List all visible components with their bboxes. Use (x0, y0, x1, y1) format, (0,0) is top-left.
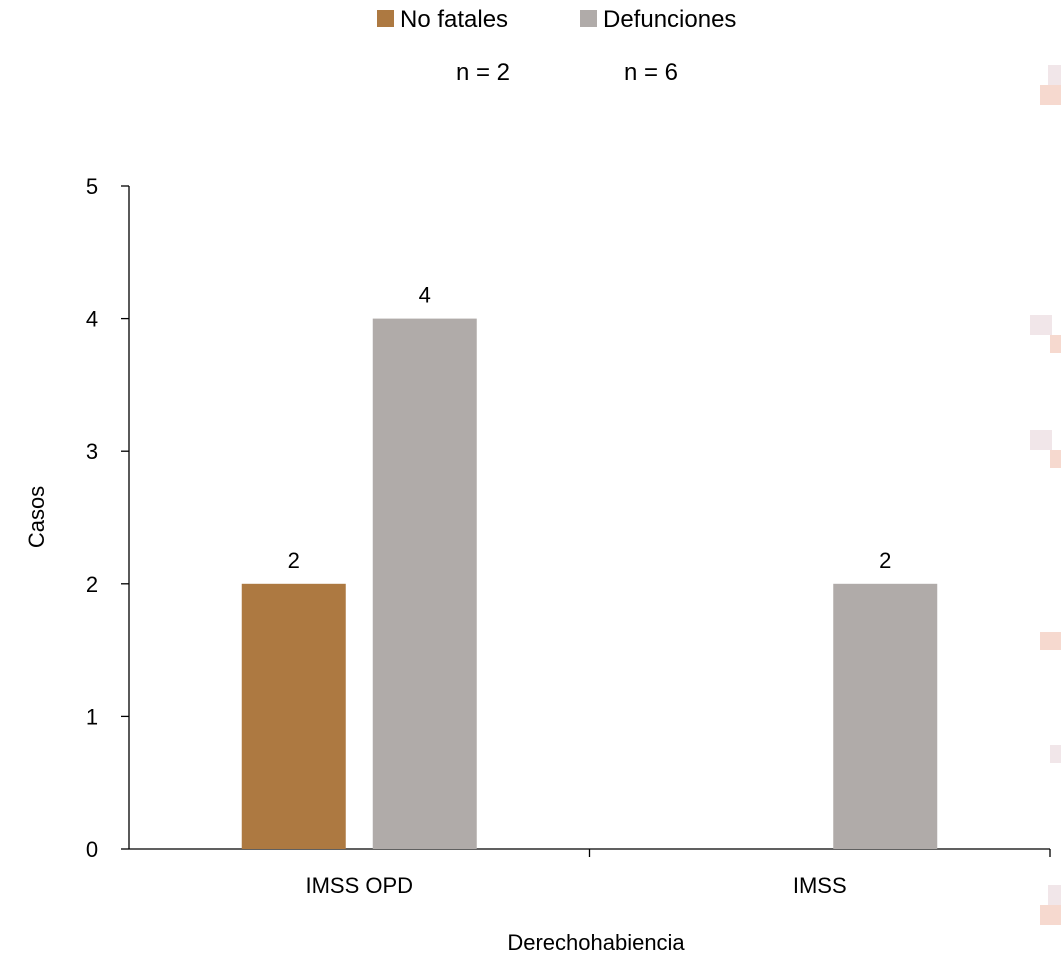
bar-value-label: 2 (288, 548, 300, 573)
x-tick-label: IMSS (793, 873, 847, 898)
legend-swatch-0 (377, 10, 394, 27)
y-tick-label: 1 (86, 704, 98, 729)
bar-no-fatales-imss-opd (242, 584, 346, 849)
x-axis-ticks: IMSS OPD IMSS (305, 849, 1050, 898)
bar-defunciones-imss (833, 584, 937, 849)
bar-value-label: 2 (879, 548, 891, 573)
bar-defunciones-imss-opd (373, 319, 477, 849)
bar-value-label: 4 (419, 283, 431, 308)
legend: No fatales n = 2 Defunciones n = 6 (377, 6, 736, 86)
y-tick-label: 3 (86, 439, 98, 464)
x-tick-label: IMSS OPD (305, 873, 413, 898)
legend-swatch-1 (580, 10, 597, 27)
bars (242, 319, 938, 849)
y-tick-label: 4 (86, 307, 98, 332)
y-tick-label: 5 (86, 174, 98, 199)
y-tick-label: 0 (86, 837, 98, 862)
watermark-decoration (1030, 65, 1061, 925)
legend-label-1: Defunciones (603, 6, 736, 33)
legend-label-0: No fatales (400, 6, 508, 33)
x-axis-title: Derechohabiencia (507, 930, 685, 955)
legend-n-label-0: n = 2 (456, 59, 510, 86)
y-tick-label: 2 (86, 572, 98, 597)
legend-n-label-1: n = 6 (624, 59, 678, 86)
y-axis-title: Casos (24, 486, 49, 548)
y-axis-ticks: 0 1 2 3 4 5 (86, 174, 129, 862)
